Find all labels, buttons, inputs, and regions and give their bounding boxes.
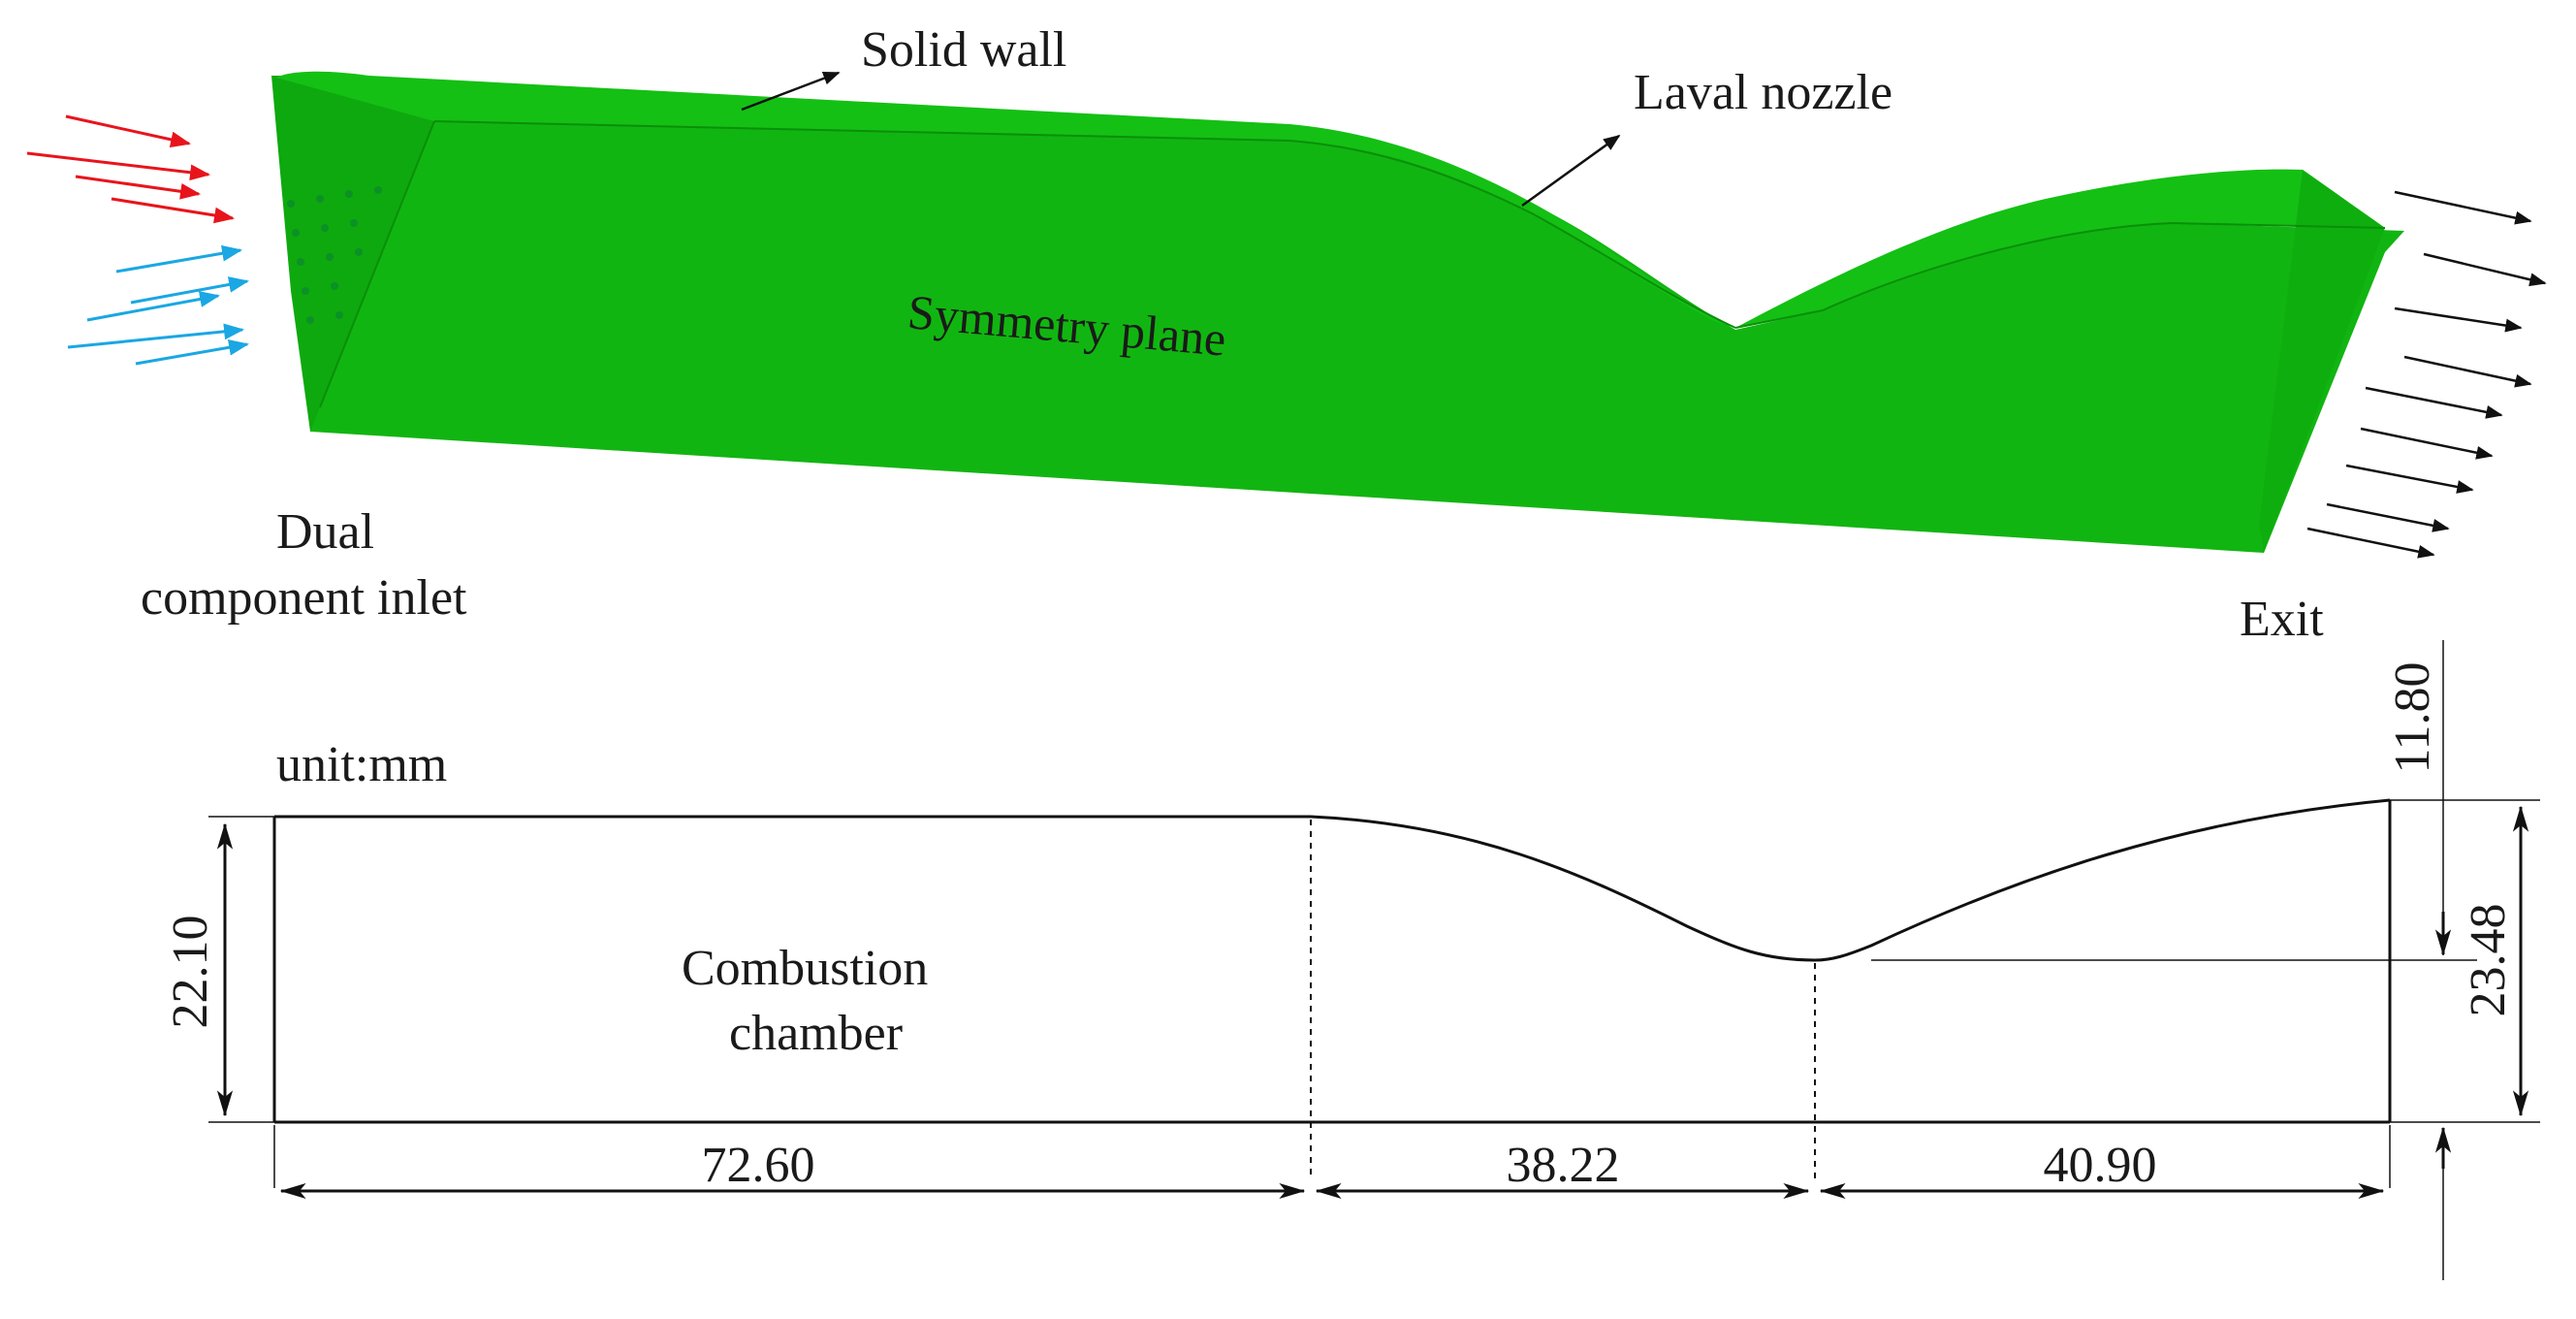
- chamber-height-value: 22.10: [163, 916, 218, 1029]
- exit-face: [2259, 170, 2385, 553]
- exit-arrows: [2306, 190, 2547, 559]
- unit-label: unit:mm: [276, 737, 447, 792]
- converging-length-value: 38.22: [1507, 1138, 1620, 1193]
- inlet-face: [271, 76, 434, 432]
- chamber-label-line2: chamber: [729, 1006, 903, 1061]
- symmetry-plane-face: [301, 121, 2404, 553]
- chamber-length-value: 72.60: [702, 1138, 815, 1193]
- inlet-arrows-red: [26, 114, 236, 224]
- diverging-length-value: 40.90: [2044, 1138, 2157, 1193]
- nozzle-3d-body: [271, 71, 2404, 553]
- inlet-label-line1: Dual: [276, 504, 374, 560]
- inlet-arrows-blue: [67, 244, 250, 366]
- laval-nozzle-leader: [1521, 134, 1621, 208]
- extension-lines: [208, 640, 2540, 1280]
- solid-wall-label: Solid wall: [861, 22, 1066, 78]
- exit-label: Exit: [2240, 592, 2324, 647]
- dimension-arrows: [216, 805, 2529, 1200]
- chamber-label-line1: Combustion: [682, 941, 928, 996]
- exit-height-value: 23.48: [2461, 904, 2516, 1017]
- solid-wall-strip: [276, 71, 1735, 329]
- inlet-label-line2: component inlet: [141, 570, 467, 626]
- nozzle-2d-profile: [272, 798, 2392, 1124]
- solid-wall-leader: [741, 71, 841, 112]
- throat-height-value: 11.80: [2385, 661, 2440, 773]
- section-dividers: [1310, 820, 1816, 1178]
- divergent-wall-strip: [1735, 169, 2385, 328]
- laval-nozzle-label: Laval nozzle: [1634, 65, 1892, 120]
